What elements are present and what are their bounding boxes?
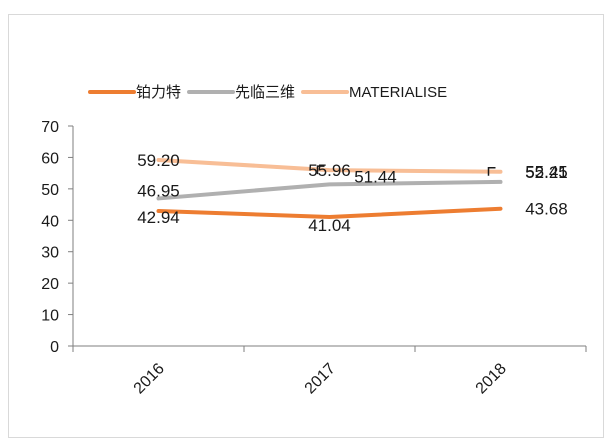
series-lines xyxy=(156,157,503,220)
data-label: 42.94 xyxy=(137,208,180,227)
legend-label: 铂力特 xyxy=(136,84,181,101)
label-leader-line xyxy=(316,165,325,175)
data-label: 41.04 xyxy=(308,216,351,235)
x-tick-label: 2018 xyxy=(473,360,510,397)
data-label: 52.21 xyxy=(525,163,568,182)
data-label: 46.95 xyxy=(137,181,180,200)
data-label: 51.44 xyxy=(354,167,397,186)
legend-item: MATERIALISE xyxy=(301,84,447,101)
x-tick-label: 2017 xyxy=(302,360,339,397)
legend-item: 铂力特 xyxy=(88,84,181,101)
data-label: 55.96 xyxy=(308,161,351,180)
legend-label: 先临三维 xyxy=(235,84,295,101)
y-tick-label: 70 xyxy=(41,119,59,136)
legend: 铂力特 先临三维 MATERIALISE xyxy=(88,84,447,101)
data-label: 59.20 xyxy=(137,151,180,170)
y-tick-label: 60 xyxy=(41,150,59,167)
y-tick-label: 30 xyxy=(41,245,59,262)
label-leader-line xyxy=(487,166,496,176)
y-tick-label: 20 xyxy=(41,276,59,293)
data-label: 55.45 xyxy=(525,163,568,182)
chart-frame xyxy=(8,14,604,438)
y-tick-label: 0 xyxy=(50,339,59,356)
legend-label: MATERIALISE xyxy=(349,84,447,101)
x-tick-label: 2016 xyxy=(131,360,168,397)
y-tick-label: 50 xyxy=(41,182,59,199)
y-tick-label: 10 xyxy=(41,308,59,325)
legend-item: 先临三维 xyxy=(187,84,295,101)
y-tick-label: 40 xyxy=(41,213,59,230)
data-labels: 42.94 41.04 43.68 46.95 51.44 52.21 59.20 55.96… xyxy=(137,151,568,235)
data-label: 43.68 xyxy=(525,200,568,219)
